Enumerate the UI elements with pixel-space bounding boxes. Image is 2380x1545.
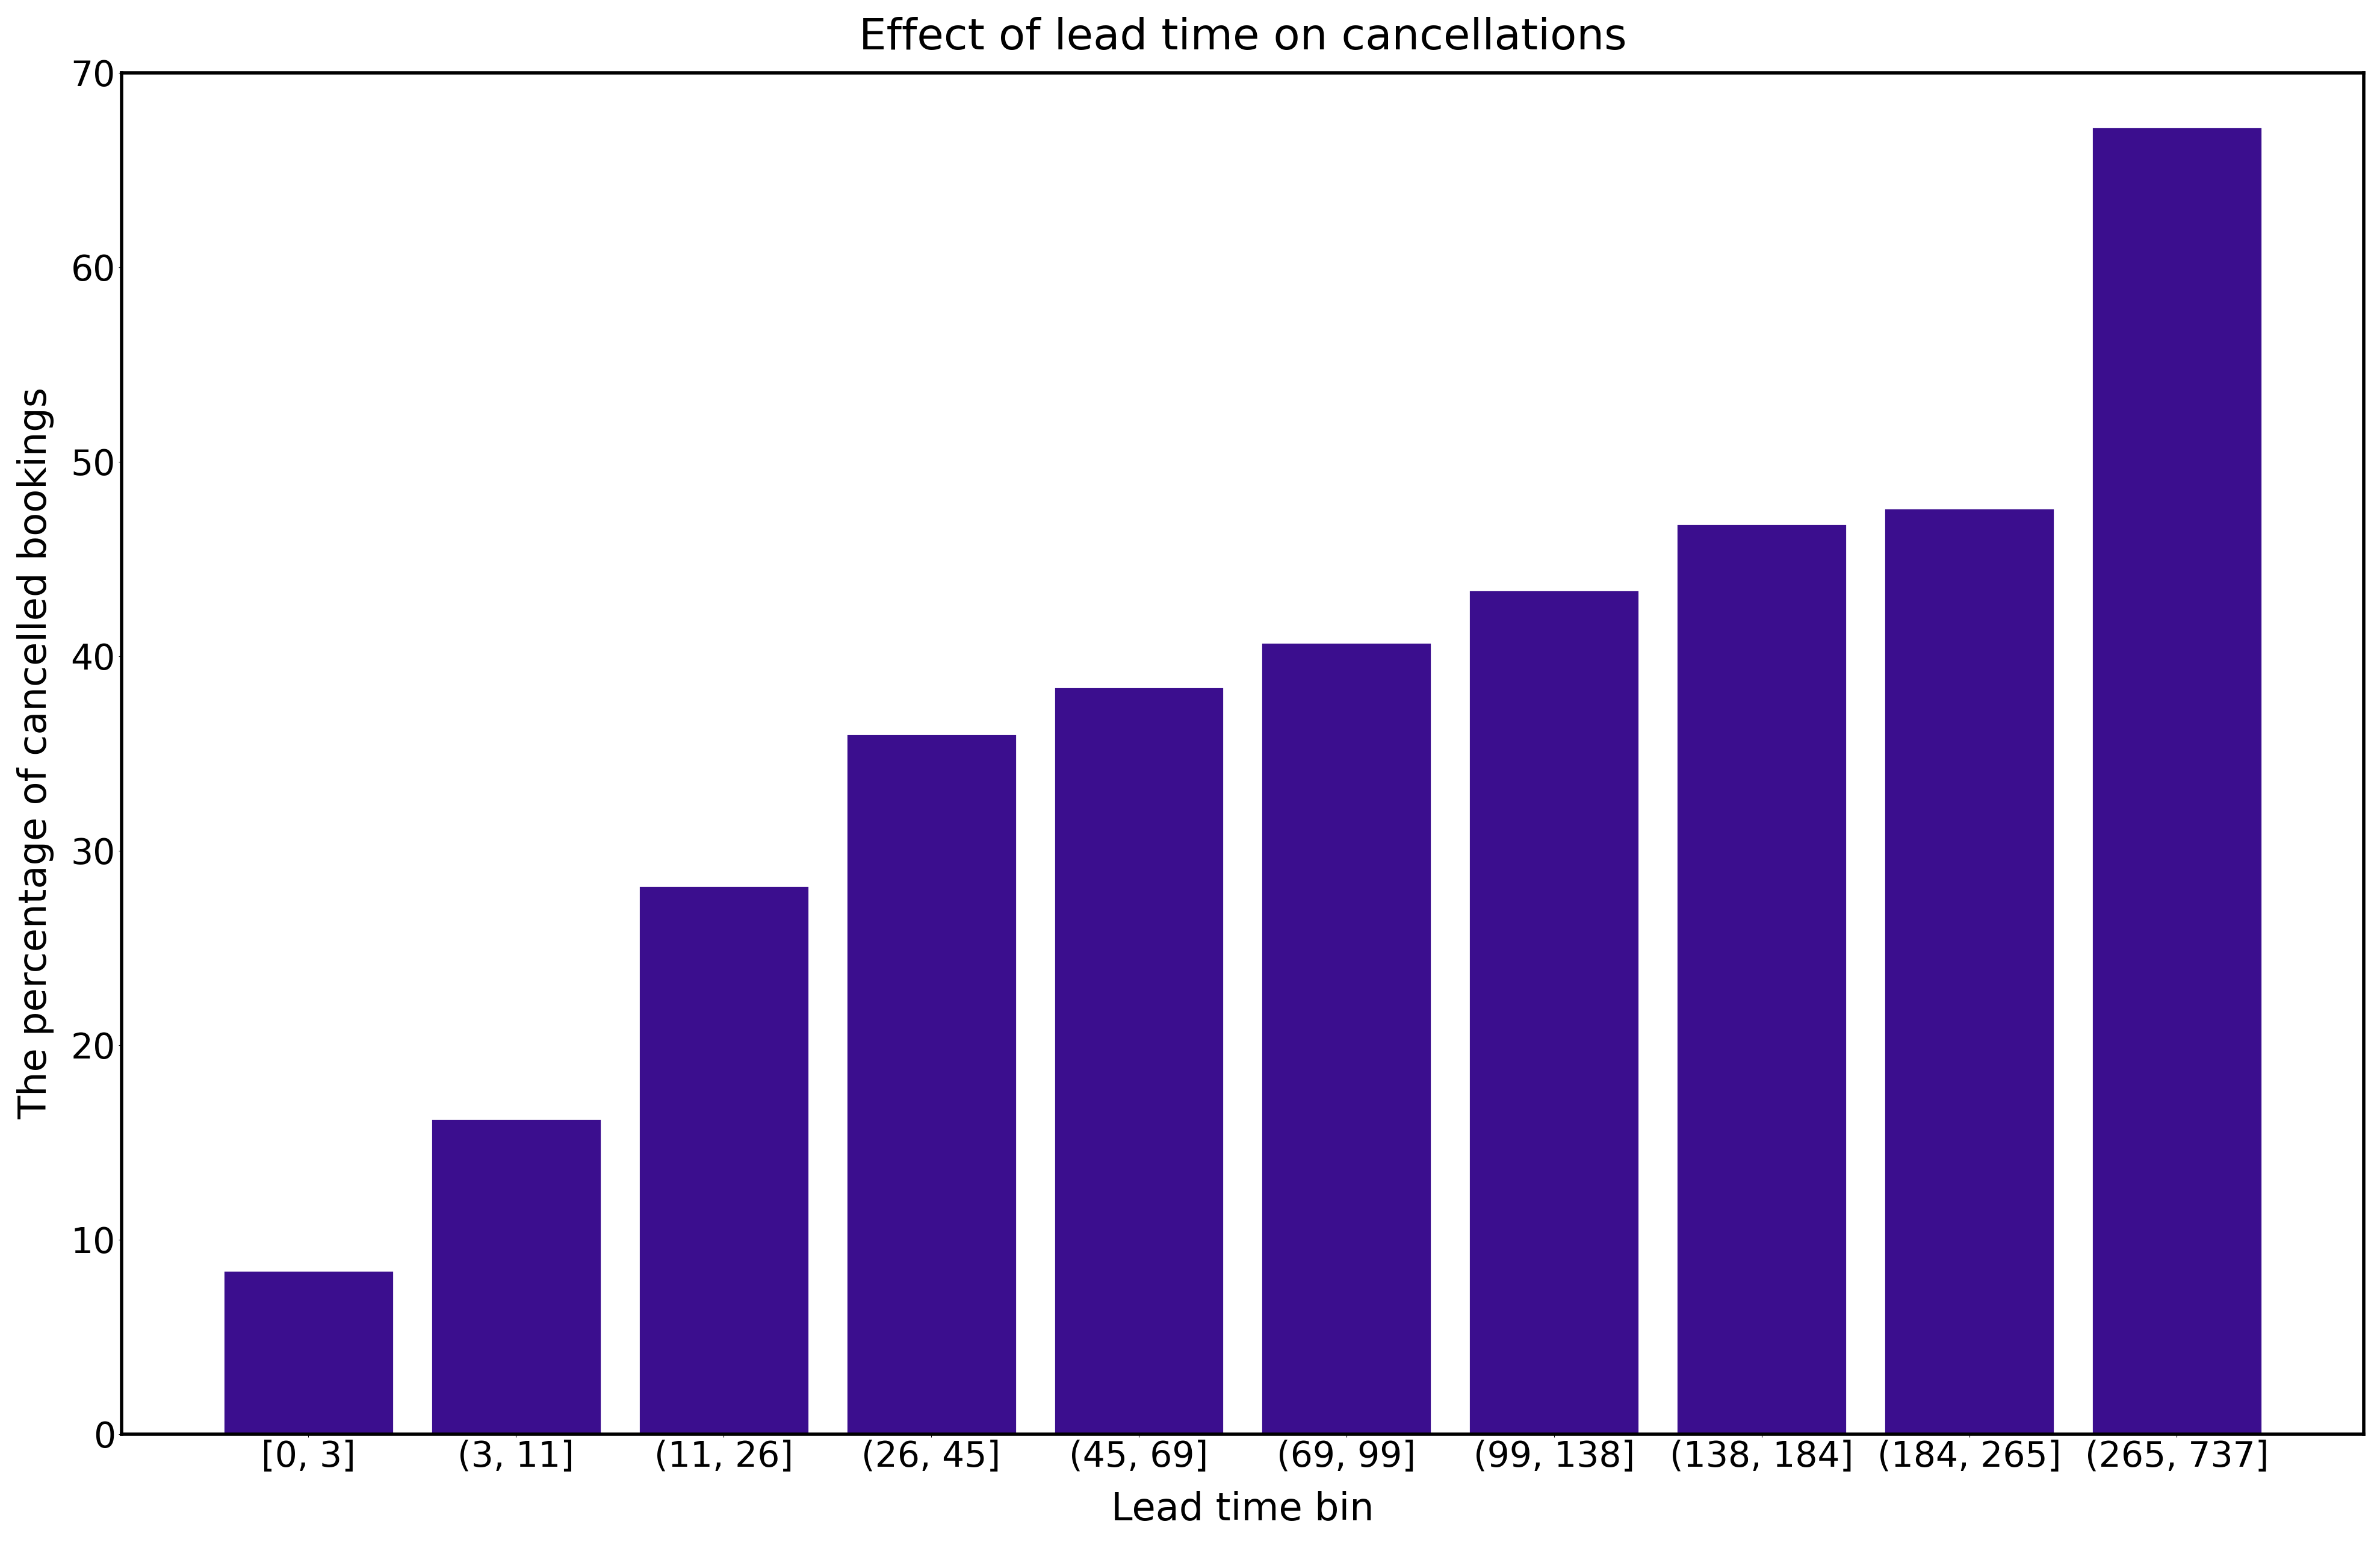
Bar: [1676, 524, 1847, 1434]
Bar: [2092, 127, 2261, 1434]
Title: Effect of lead time on cancellations: Effect of lead time on cancellations: [859, 17, 1626, 59]
X-axis label: Lead time bin: Lead time bin: [1111, 1491, 1373, 1528]
Bar: [845, 734, 1016, 1434]
Bar: [638, 885, 809, 1434]
Y-axis label: The percentage of cancelled bookings: The percentage of cancelled bookings: [17, 388, 55, 1120]
Bar: [1261, 643, 1430, 1434]
Bar: [431, 1119, 602, 1434]
Bar: [224, 1270, 393, 1434]
Bar: [1054, 688, 1223, 1434]
Bar: [1883, 508, 2054, 1434]
Bar: [1468, 590, 1640, 1434]
